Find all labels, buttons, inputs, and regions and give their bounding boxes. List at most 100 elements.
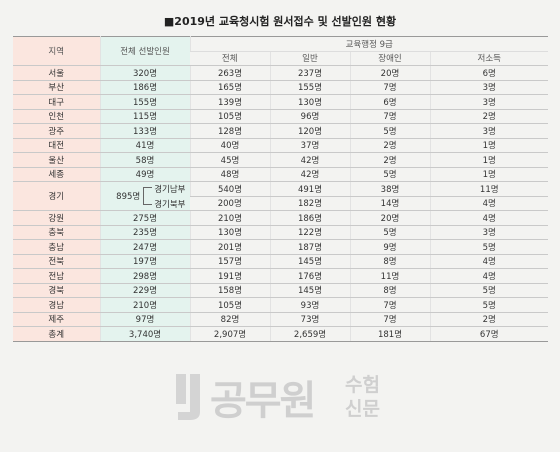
- cell: 191명: [189, 268, 270, 284]
- row: 200명 182명 14명 4명: [13, 196, 548, 211]
- cell: 7명: [349, 297, 430, 313]
- cell: 263명: [189, 65, 270, 81]
- cell: 145명: [269, 283, 350, 298]
- row: 세종 49명 48명 42명 5명 1명: [13, 167, 548, 182]
- cell: 201명: [189, 239, 270, 255]
- cell: 176명: [269, 268, 350, 284]
- total-cell: 320명: [99, 65, 190, 81]
- cell: 187명: [269, 239, 350, 255]
- cell: 8명: [349, 283, 430, 298]
- sub-names: 경기남부 경기북부: [154, 183, 185, 210]
- region-cell: 경북: [13, 283, 100, 298]
- header-cell: 일반: [269, 51, 350, 66]
- cell: 105명: [189, 109, 270, 124]
- cell: 158명: [189, 283, 270, 298]
- total-cell: 895명 경기남부 경기북부: [99, 181, 190, 211]
- header-cell: 저소득: [429, 51, 548, 66]
- cell: 96명: [269, 109, 350, 124]
- title: ■2019년 교육청시험 원서접수 및 선발인원 현황: [163, 15, 397, 28]
- region-cell: 대구: [13, 94, 100, 110]
- cell: 145명: [269, 254, 350, 269]
- cell: 3명: [429, 225, 548, 240]
- region-cell: 세종: [13, 167, 100, 182]
- total-cell: 133명: [99, 123, 190, 139]
- total-cell: 41명: [99, 138, 190, 153]
- cell: 157명: [189, 254, 270, 269]
- row: 대구 155명 139명 130명 6명 3명: [13, 94, 548, 110]
- row: 강원 275명 210명 186명 20명 4명: [13, 210, 548, 226]
- region-cell: 경기: [13, 181, 100, 211]
- region-cell: 광주: [13, 123, 100, 139]
- cell: 14명: [349, 196, 430, 211]
- region-cell: 총계: [13, 326, 100, 342]
- watermark-main: 공무원: [210, 378, 316, 424]
- cell: 1명: [429, 167, 548, 182]
- cell: 210명: [189, 210, 270, 226]
- row: 경북 229명 158명 145명 8명 5명: [13, 283, 548, 298]
- cell: 165명: [189, 80, 270, 95]
- total-cell: 275명: [99, 210, 190, 226]
- total-cell: 155명: [99, 94, 190, 110]
- region-cell: 충북: [13, 225, 100, 240]
- cell: 120명: [269, 123, 350, 139]
- cell: 1명: [429, 138, 548, 153]
- total-cell: 197명: [99, 254, 190, 269]
- cell: 105명: [189, 297, 270, 313]
- cell: 2명: [429, 109, 548, 124]
- header-cell: 전체: [190, 51, 270, 66]
- header-row: 지역 전체 선발인원 교육행정 9급: [13, 36, 548, 66]
- cell: 182명: [269, 196, 350, 211]
- split-box: 895명 경기남부 경기북부: [101, 182, 190, 210]
- cell: 181명: [349, 326, 430, 342]
- cell: 40명: [189, 138, 270, 153]
- cell: 237명: [269, 65, 350, 81]
- region-cell: 인천: [13, 109, 100, 124]
- cell: 2명: [349, 138, 430, 153]
- total-cell: 298명: [99, 268, 190, 284]
- row: 제주 97명 82명 73명 7명 2명: [13, 312, 548, 327]
- cell: 37명: [269, 138, 350, 153]
- total-cell: 235명: [99, 225, 190, 240]
- row: 대전 41명 40명 37명 2명 1명: [13, 138, 548, 153]
- total-cell: 186명: [99, 80, 190, 95]
- cell: 3명: [429, 80, 548, 95]
- cell: 82명: [189, 312, 270, 327]
- total-cell: 49명: [99, 167, 190, 182]
- cell: 1명: [429, 152, 548, 168]
- row: 충남 247명 201명 187명 9명 5명: [13, 239, 548, 255]
- cell: 11명: [349, 268, 430, 284]
- cell: 38명: [349, 181, 430, 197]
- logo-icon: [176, 374, 200, 420]
- cell: 3명: [429, 94, 548, 110]
- cell: 5명: [349, 123, 430, 139]
- cell: 67명: [429, 326, 548, 342]
- cell: 122명: [269, 225, 350, 240]
- row: 광주 133명 128명 120명 5명 3명: [13, 123, 548, 139]
- header-row: 전체 일반 장애인 저소득: [13, 51, 548, 66]
- cell: 5명: [349, 225, 430, 240]
- region-cell: 충남: [13, 239, 100, 255]
- total-cell: 3,740명: [99, 326, 190, 342]
- total-cell: 247명: [99, 239, 190, 255]
- region-cell: 부산: [13, 80, 100, 95]
- cell: 139명: [189, 94, 270, 110]
- bracket: [143, 187, 153, 205]
- total-cell: 210명: [99, 297, 190, 313]
- cell: 130명: [269, 94, 350, 110]
- watermark-bottom: 신문: [345, 398, 380, 420]
- cell: 2,659명: [269, 326, 350, 342]
- region-cell: 제주: [13, 312, 100, 327]
- cell: 8명: [349, 254, 430, 269]
- cell: 3명: [429, 123, 548, 139]
- cell: 7명: [349, 312, 430, 327]
- cell: 9명: [349, 239, 430, 255]
- sub-name: 경기남부: [154, 184, 186, 195]
- cell: 6명: [349, 94, 430, 110]
- row: 부산 186명 165명 155명 7명 3명: [13, 80, 548, 95]
- cell: 2명: [429, 312, 548, 327]
- row: 울산 58명 45명 42명 2명 1명: [13, 152, 548, 168]
- row: 경남 210명 105명 93명 7명 5명: [13, 297, 548, 313]
- cell: 7명: [349, 80, 430, 95]
- cell: 4명: [429, 254, 548, 269]
